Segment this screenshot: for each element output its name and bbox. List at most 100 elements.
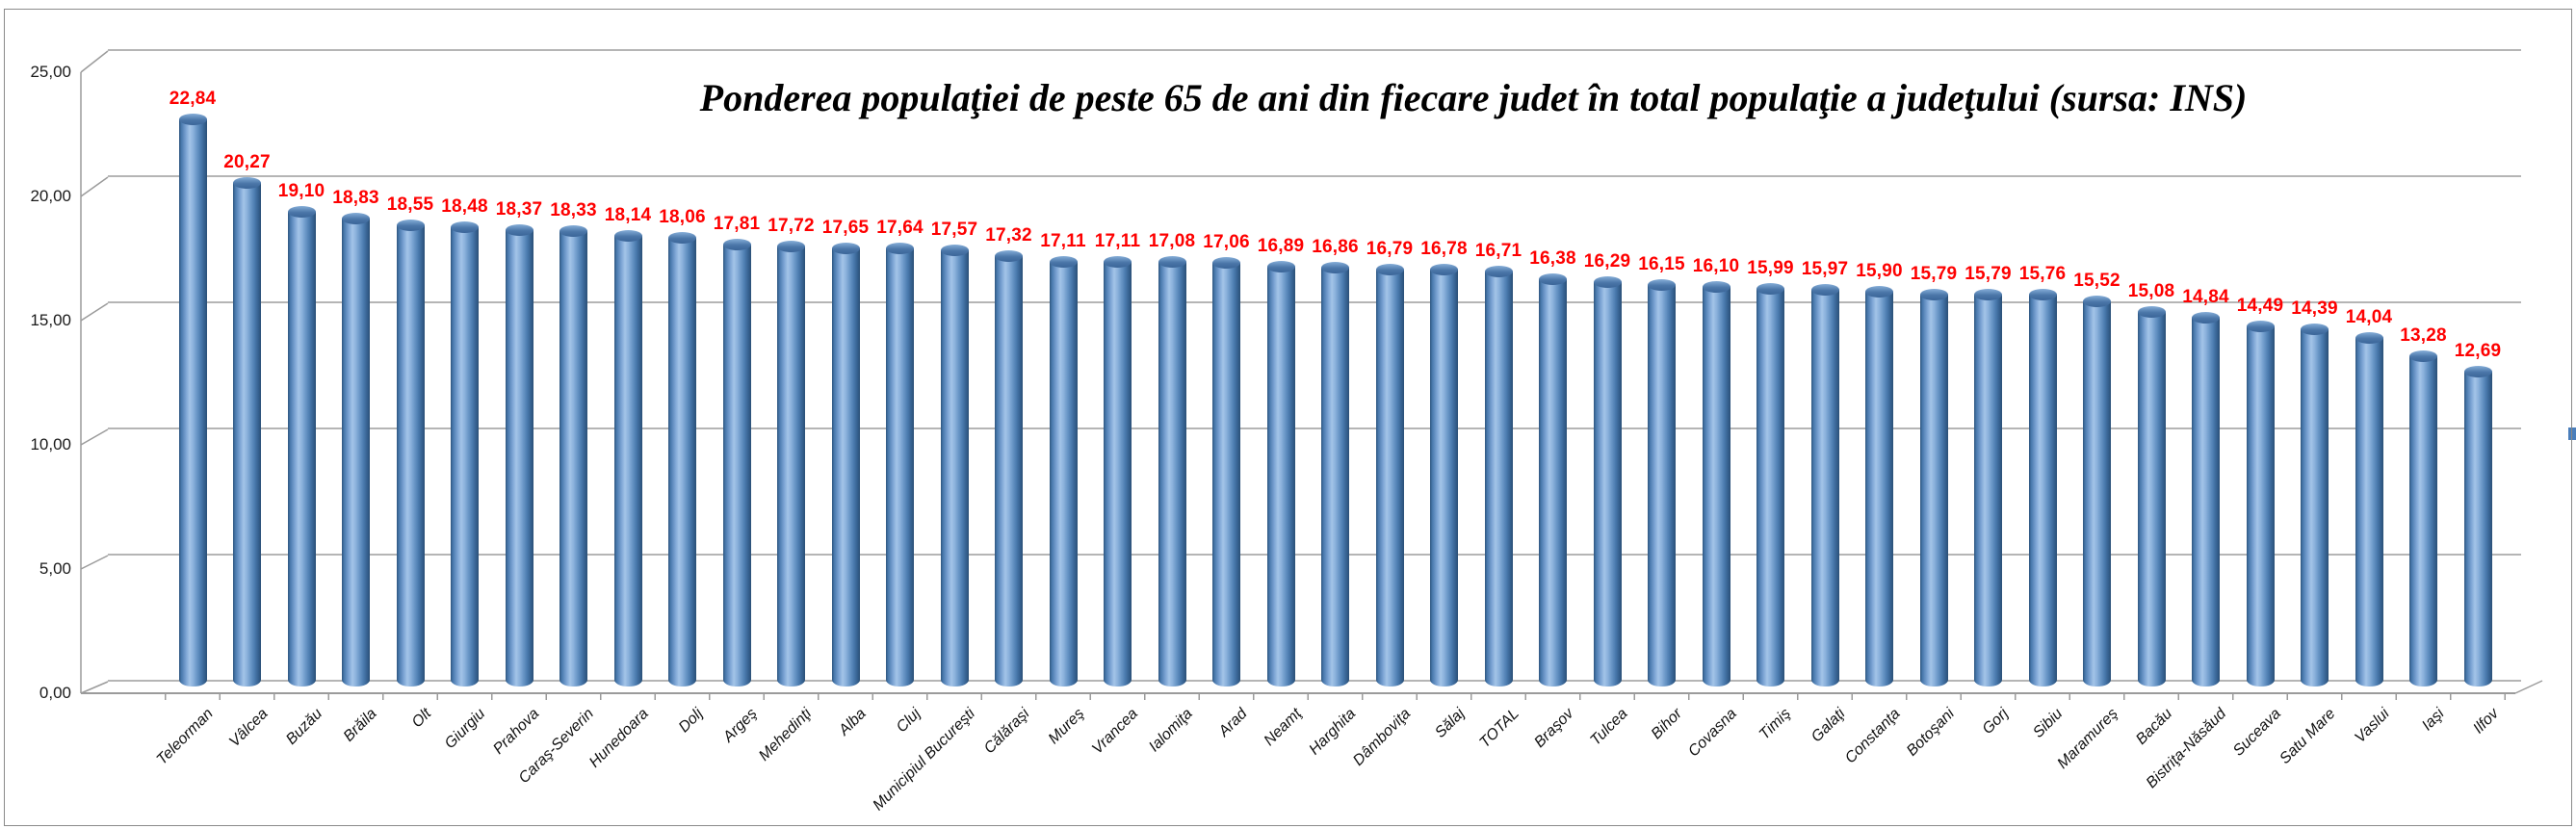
bar[interactable] — [940, 249, 969, 687]
bar[interactable] — [1756, 289, 1784, 687]
grid-line — [80, 302, 109, 322]
bar-top-ellipse — [1049, 255, 1078, 268]
bar-top-ellipse — [342, 213, 370, 225]
bar-top-ellipse — [233, 177, 261, 190]
bar-value-label: 17,08 — [1148, 231, 1196, 252]
legend-marker — [2568, 427, 2576, 440]
bar-top-ellipse — [505, 224, 533, 237]
bar-top-ellipse — [1865, 285, 1893, 298]
bar[interactable] — [1539, 279, 1567, 687]
bar-top-ellipse — [1648, 279, 1676, 292]
bar-top-ellipse — [2409, 350, 2437, 363]
bar-top-ellipse — [1321, 262, 1349, 273]
bar[interactable] — [1266, 267, 1295, 687]
bar[interactable] — [2409, 356, 2437, 687]
bar-value-label: 18,06 — [659, 207, 706, 228]
grid-line — [80, 50, 109, 73]
bar[interactable] — [1593, 281, 1622, 687]
bar[interactable] — [1049, 261, 1078, 687]
bar[interactable] — [451, 227, 479, 687]
bar[interactable] — [1919, 294, 1948, 687]
bar[interactable] — [396, 225, 425, 687]
bar[interactable] — [886, 247, 914, 687]
bar[interactable] — [1104, 261, 1132, 687]
bar[interactable] — [2083, 300, 2111, 687]
bar-value-label: 16,15 — [1638, 254, 1685, 275]
bar-top-ellipse — [1539, 273, 1567, 286]
bar[interactable] — [1484, 271, 1513, 687]
bar-top-ellipse — [2463, 365, 2492, 377]
bar[interactable] — [613, 235, 642, 687]
bar-top-ellipse — [287, 206, 316, 219]
bar[interactable] — [1865, 291, 1893, 687]
bar-value-label: 16,29 — [1583, 250, 1631, 272]
bar-value-label: 18,83 — [332, 188, 379, 209]
bar-value-label: 17,64 — [876, 217, 924, 238]
bar-top-ellipse — [1756, 283, 1784, 296]
bar-top-ellipse — [2355, 331, 2383, 344]
bar-top-ellipse — [396, 220, 425, 232]
bar-top-ellipse — [2246, 321, 2275, 333]
chart-title: Ponderea populaţiei de peste 65 de ani d… — [699, 76, 2248, 119]
bar[interactable] — [559, 231, 587, 687]
y-axis-tick-label: 20,00 — [30, 187, 71, 205]
bar-top-ellipse — [2083, 295, 2111, 307]
bar[interactable] — [995, 256, 1023, 687]
bar[interactable] — [233, 183, 261, 687]
bar[interactable] — [2137, 311, 2166, 687]
bar[interactable] — [342, 219, 370, 687]
y-axis-tick-label: 0,00 — [39, 684, 71, 702]
bar-value-label: 15,52 — [2073, 270, 2121, 291]
grid-line — [80, 555, 109, 570]
bar[interactable] — [2301, 328, 2329, 687]
bar[interactable] — [287, 212, 316, 687]
bar[interactable] — [831, 247, 860, 687]
bar[interactable] — [722, 244, 751, 687]
bar[interactable] — [1974, 294, 2002, 687]
bar-value-label: 16,38 — [1529, 248, 1576, 270]
bar-top-ellipse — [1104, 255, 1132, 268]
bar[interactable] — [1702, 286, 1730, 687]
grid-line — [80, 681, 109, 694]
bar[interactable] — [1375, 269, 1404, 687]
bar-value-label: 20,27 — [223, 152, 271, 173]
bar-value-label: 22,84 — [169, 88, 217, 109]
bar[interactable] — [2246, 326, 2275, 687]
grid-line — [80, 176, 109, 197]
bar[interactable] — [1430, 270, 1458, 687]
y-axis-tick-label: 5,00 — [39, 559, 71, 578]
bar-top-ellipse — [777, 240, 805, 252]
bar[interactable] — [777, 246, 805, 687]
bar-value-label: 12,69 — [2454, 340, 2502, 361]
bar[interactable] — [2028, 295, 2057, 687]
bar-value-label: 15,76 — [2018, 264, 2067, 285]
bar[interactable] — [505, 230, 533, 687]
bar[interactable] — [1648, 285, 1676, 687]
bar-value-label: 19,10 — [277, 181, 325, 202]
bar-top-ellipse — [178, 113, 207, 125]
bar-value-label: 15,79 — [1965, 263, 2012, 284]
bar-value-label: 18,33 — [550, 200, 597, 221]
bar-top-ellipse — [1430, 264, 1458, 276]
bar-value-label: 18,55 — [386, 194, 434, 216]
bar-top-ellipse — [886, 242, 914, 254]
bar-value-label: 14,04 — [2345, 306, 2393, 327]
bar[interactable] — [2463, 371, 2492, 687]
bar[interactable] — [178, 118, 207, 687]
bar[interactable] — [2192, 318, 2220, 687]
bar[interactable] — [1212, 262, 1240, 687]
bar-value-label: 17,11 — [1040, 230, 1086, 251]
bar-top-ellipse — [1974, 288, 2002, 300]
bar[interactable] — [1321, 268, 1349, 687]
bar[interactable] — [668, 238, 696, 687]
y-axis-tick-label: 15,00 — [30, 311, 71, 329]
bar-top-ellipse — [2137, 305, 2166, 318]
bar-top-ellipse — [1593, 275, 1622, 288]
bar[interactable] — [1810, 289, 1839, 687]
bar-top-ellipse — [940, 244, 969, 256]
bar-top-ellipse — [831, 242, 860, 254]
bar-top-ellipse — [451, 221, 479, 234]
bar[interactable] — [2355, 337, 2383, 687]
bar[interactable] — [1158, 262, 1186, 687]
bar-top-ellipse — [1212, 256, 1240, 269]
